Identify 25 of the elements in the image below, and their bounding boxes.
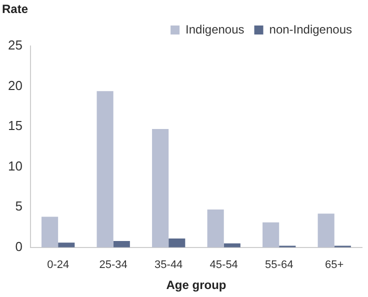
y-tick-label: 0: [15, 238, 22, 254]
x-tick-label: 25-34: [99, 259, 128, 272]
bar: [152, 128, 169, 248]
x-tick-label: 35-44: [154, 259, 183, 272]
y-tick-label: 15: [8, 118, 22, 134]
bar: [113, 240, 130, 248]
bar: [168, 238, 186, 248]
y-tick-label: 10: [8, 158, 22, 174]
bar: [42, 216, 58, 248]
x-tick-label: 55-64: [265, 259, 294, 272]
y-axis-title: Rate: [2, 2, 28, 16]
x-tick-label: 0-24: [47, 259, 70, 272]
legend-label: non-Indigenous: [269, 22, 352, 36]
legend-label: Indigenous: [186, 22, 244, 36]
bar: [207, 210, 224, 248]
bar: [96, 91, 114, 248]
x-axis-title: Age group: [166, 278, 226, 292]
y-tick-label: 5: [15, 198, 22, 214]
x-tick-label: 45-54: [210, 259, 238, 272]
bar: [318, 214, 334, 248]
bar: [58, 242, 75, 248]
bar: [262, 222, 280, 248]
x-tick-label: 65+: [325, 259, 344, 272]
y-tick-label: 20: [8, 78, 22, 93]
y-tick-label: 25: [8, 38, 22, 53]
